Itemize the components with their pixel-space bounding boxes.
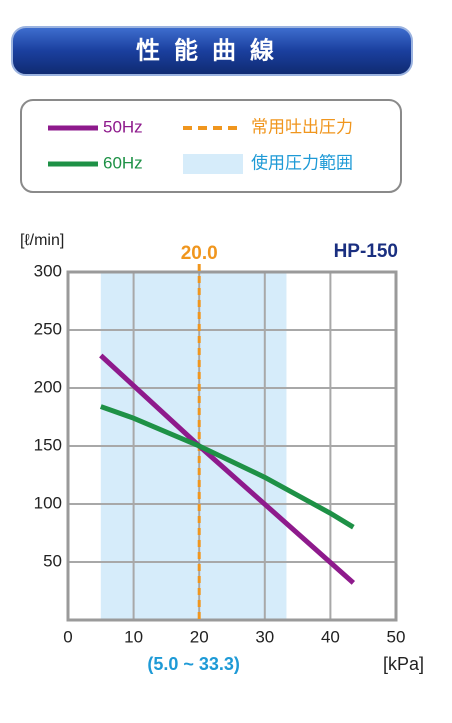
model-label: HP-150 bbox=[334, 241, 398, 262]
y-tick-label: 250 bbox=[34, 319, 62, 338]
legend-box bbox=[20, 99, 402, 193]
y-tick-label: 150 bbox=[34, 435, 62, 454]
x-tick-label: 30 bbox=[255, 627, 274, 646]
x-tick-label: 40 bbox=[321, 627, 340, 646]
x-tick-label: 10 bbox=[124, 627, 143, 646]
legend-label: 50Hz bbox=[103, 117, 143, 136]
legend-swatch bbox=[183, 154, 243, 174]
rated-pressure-label: 20.0 bbox=[181, 243, 218, 264]
y-axis-label: [ℓ/min] bbox=[20, 232, 64, 249]
range-label: (5.0 ~ 33.3) bbox=[147, 654, 240, 674]
plot-frame bbox=[66, 270, 398, 622]
plot: 0 10 20 30 40 50 50 100 150 200 250 300 20.0 (5.0 ~ 3… bbox=[34, 243, 406, 674]
x-tick-label: 20 bbox=[190, 627, 209, 646]
legend-label: 60Hz bbox=[103, 153, 143, 172]
legend-label: 使用圧力範囲 bbox=[251, 152, 353, 172]
x-tick-label: 50 bbox=[387, 627, 406, 646]
x-tick-label: 0 bbox=[63, 627, 72, 646]
y-tick-label: 200 bbox=[34, 377, 62, 396]
x-axis-label: [kPa] bbox=[383, 654, 424, 674]
y-tick-label: 50 bbox=[43, 551, 62, 570]
header-banner bbox=[11, 26, 413, 76]
y-tick-label: 300 bbox=[34, 261, 62, 280]
header-title: 性能曲線 bbox=[136, 36, 288, 64]
series-line bbox=[99, 404, 355, 530]
y-tick-label: 100 bbox=[34, 493, 62, 512]
legend-label: 常用吐出圧力 bbox=[251, 117, 353, 136]
